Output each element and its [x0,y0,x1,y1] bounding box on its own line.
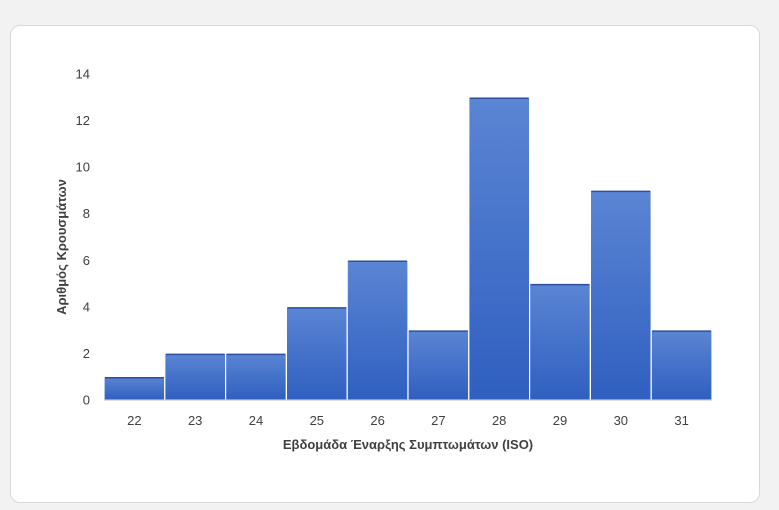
y-axis-title: Αριθμός Κρουσμάτων [54,179,69,315]
y-tick-label: 8 [83,206,90,221]
y-tick-label: 2 [83,346,90,361]
y-tick-label: 10 [76,160,90,175]
y-tick-label: 12 [76,113,90,128]
y-tick-label: 4 [83,299,90,314]
y-tick-label: 0 [83,393,90,408]
x-tick-label: 22 [127,413,141,428]
bars [103,96,713,401]
x-axis-title: Εβδομάδα Έναρξης Συμπτωμάτων (ISO) [283,437,533,452]
bar-week-22 [103,376,166,401]
bar-week-28 [468,96,531,401]
x-tick-label: 31 [674,413,688,428]
y-tick-label: 6 [83,253,90,268]
bar-week-26 [346,259,409,401]
x-tick-label: 29 [553,413,567,428]
x-tick-label: 30 [614,413,628,428]
bar-week-23 [164,352,227,401]
y-tick-label: 14 [76,67,90,82]
bar-week-25 [285,306,348,401]
bar-week-27 [407,329,470,401]
x-tick-label: 28 [492,413,506,428]
bar-week-30 [589,189,652,401]
bar-week-24 [225,352,288,401]
bar-week-31 [650,329,713,401]
x-axis-ticks: 22 23 24 25 26 27 28 29 30 31 [127,413,689,428]
x-tick-label: 25 [310,413,324,428]
bar-week-29 [528,282,591,401]
x-tick-label: 26 [370,413,384,428]
x-tick-label: 23 [188,413,202,428]
x-tick-label: 24 [249,413,263,428]
x-tick-label: 27 [431,413,445,428]
y-axis-ticks: 0 2 4 6 8 10 12 14 [76,67,90,408]
